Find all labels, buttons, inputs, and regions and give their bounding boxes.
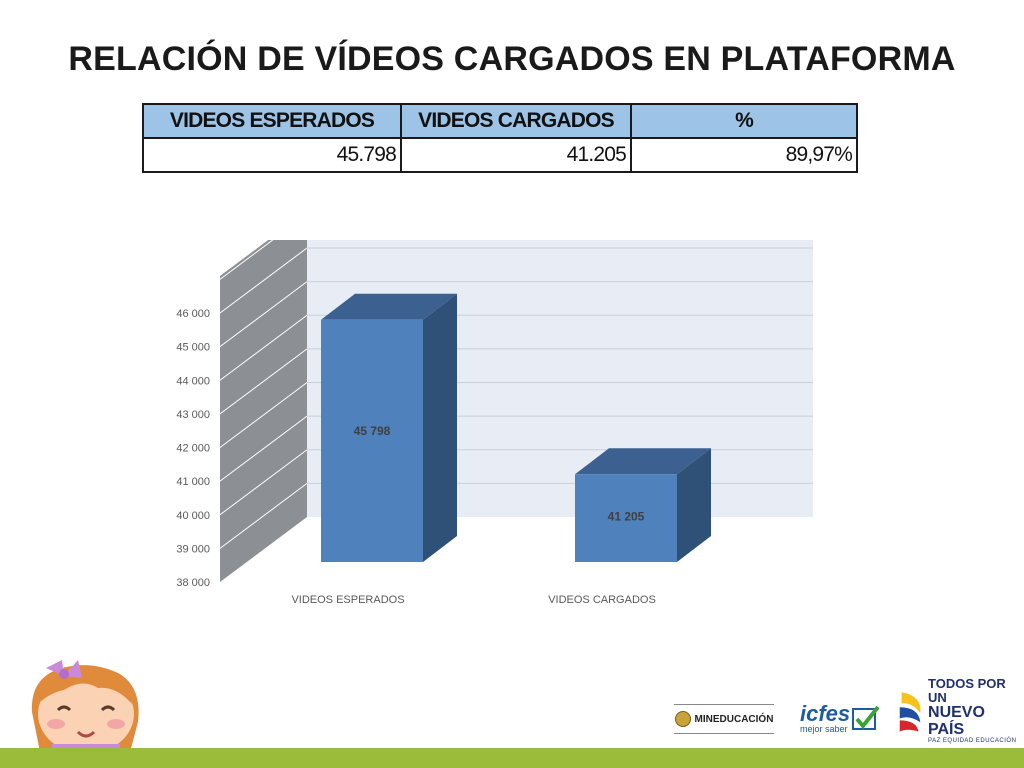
mineducacion-text: MINEDUCACIÓN xyxy=(694,713,774,725)
bar-chart: 38 000 39 000 40 000 41 000 42 000 43 000 44 0… xyxy=(176,240,813,606)
bar-side xyxy=(677,448,711,562)
table-row: 45.798 41.205 89,97% xyxy=(142,137,858,173)
gridline-side xyxy=(219,281,308,348)
chart-side-wall xyxy=(220,240,307,582)
checkmark-icon xyxy=(852,705,880,730)
y-tick-label: 43 000 xyxy=(176,409,210,421)
todos-por-un-text: TODOS POR UN xyxy=(928,676,1006,706)
y-tick-label: 42 000 xyxy=(176,443,210,455)
header-videos-esperados: VIDEOS ESPERADOS xyxy=(142,103,402,139)
y-tick-label: 45 000 xyxy=(176,342,210,354)
slide-title: RELACIÓN DE VÍDEOS CARGADOS EN PLATAFORM… xyxy=(68,40,956,78)
colombia-flag-swoosh-icon xyxy=(899,692,921,732)
icfes-subtext: mejor saber xyxy=(800,723,848,734)
todos-por-un-nuevo-pais-logo: TODOS POR UN NUEVO PAÍS PAZ EQUIDAD EDUC… xyxy=(896,677,1022,744)
data-label: 45 798 xyxy=(354,424,391,438)
nuevo-pais-text: NUEVO PAÍS xyxy=(928,703,985,738)
gridline-side xyxy=(219,348,308,415)
mineducacion-logo: MINEDUCACIÓN xyxy=(674,704,774,734)
y-tick-label: 46 000 xyxy=(176,308,210,320)
bar xyxy=(321,319,423,562)
cell-videos-esperados: 45.798 xyxy=(142,137,402,173)
girl-mascot-icon xyxy=(31,660,139,752)
bar-side xyxy=(423,293,457,562)
y-tick-label: 41 000 xyxy=(176,476,210,488)
gridline-side xyxy=(219,482,308,549)
bar-top xyxy=(575,448,711,475)
gridline-side xyxy=(219,314,308,381)
paz-equidad-educacion-text: PAZ EQUIDAD EDUCACIÓN xyxy=(928,738,1017,745)
bar xyxy=(575,474,677,562)
header-percent: % xyxy=(630,103,858,139)
y-tick-label: 39 000 xyxy=(176,543,210,555)
footer-bar xyxy=(0,748,1024,768)
gridline-side xyxy=(219,240,274,280)
data-label: 41 205 xyxy=(608,510,645,524)
y-tick-label: 40 000 xyxy=(176,510,210,522)
gridline-side xyxy=(219,415,308,482)
x-tick-label: VIDEOS ESPERADOS xyxy=(291,594,404,606)
gridline-side xyxy=(219,247,308,314)
icfes-logo: icfes mejor saber xyxy=(800,700,890,736)
cell-percent: 89,97% xyxy=(630,137,858,173)
gridline-side xyxy=(219,382,308,448)
y-tick-label: 44 000 xyxy=(176,375,210,387)
header-videos-cargados: VIDEOS CARGADOS xyxy=(400,103,632,139)
icfes-text: icfes xyxy=(800,700,851,726)
table-header-row: VIDEOS ESPERADOS VIDEOS CARGADOS % xyxy=(142,103,858,139)
gridline-side xyxy=(219,449,308,516)
bar-top xyxy=(321,293,457,320)
x-tick-label: VIDEOS CARGADOS xyxy=(548,594,656,606)
colombia-seal-icon xyxy=(674,711,691,727)
cell-videos-cargados: 41.205 xyxy=(400,137,632,173)
y-tick-label: 38 000 xyxy=(176,577,210,589)
stats-table: VIDEOS ESPERADOS VIDEOS CARGADOS % 45.79… xyxy=(142,103,858,173)
